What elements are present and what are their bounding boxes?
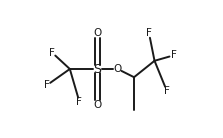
Text: O: O bbox=[93, 28, 101, 39]
Text: F: F bbox=[49, 48, 55, 58]
Text: S: S bbox=[93, 63, 101, 75]
Text: O: O bbox=[114, 64, 122, 74]
Text: O: O bbox=[93, 99, 101, 110]
Text: F: F bbox=[76, 97, 82, 107]
Text: F: F bbox=[44, 80, 50, 90]
Text: F: F bbox=[164, 86, 170, 96]
Text: F: F bbox=[171, 50, 177, 60]
Text: F: F bbox=[146, 28, 152, 39]
